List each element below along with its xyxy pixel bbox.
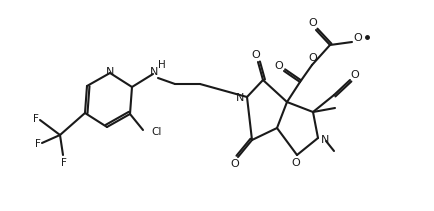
Text: Cl: Cl [151, 127, 161, 137]
Text: O: O [291, 158, 300, 168]
Text: F: F [35, 139, 41, 149]
Text: O: O [353, 33, 362, 43]
Text: O: O [350, 70, 358, 80]
Text: O: O [230, 159, 239, 169]
Text: O: O [251, 50, 260, 60]
Text: H: H [158, 60, 165, 70]
Text: N: N [105, 67, 114, 77]
Text: N: N [235, 93, 243, 103]
Text: F: F [33, 114, 39, 124]
Text: F: F [61, 158, 67, 168]
Text: O: O [308, 18, 317, 28]
Text: N: N [149, 67, 158, 77]
Text: O: O [308, 53, 317, 63]
Text: O: O [274, 61, 283, 71]
Text: N: N [320, 135, 329, 145]
